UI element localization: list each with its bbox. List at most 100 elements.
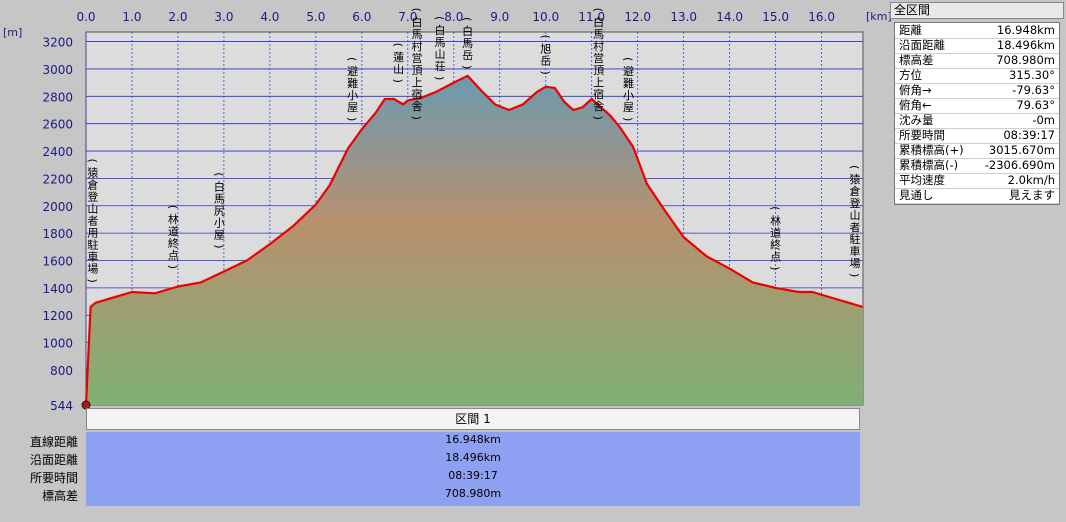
- waypoint-char: ): [461, 65, 474, 69]
- x-tick-label: 0.0: [76, 10, 95, 24]
- panel-row-value: -2306.690m: [984, 158, 1055, 172]
- panel-row: 平均速度 2.0km/h: [895, 173, 1059, 189]
- waypoint-char: 場: [850, 257, 861, 270]
- waypoint-char: 車: [87, 250, 98, 264]
- x-tick-label: 6.0: [352, 10, 371, 24]
- y-axis: 544 800 1000 1200 1400 1600 1800 2000 2200 2400 26…: [42, 36, 73, 413]
- waypoint-char: 荘: [435, 60, 446, 73]
- waypoint-char: 林: [770, 213, 781, 227]
- waypoint-char: 屋: [623, 101, 634, 114]
- waypoint-char: 倉: [87, 178, 98, 192]
- waypoint-char: 者: [87, 215, 98, 228]
- section-row-label: 沿面距離: [29, 453, 78, 467]
- y-tick-label: 3000: [42, 63, 73, 77]
- waypoint-char: 岳: [540, 55, 551, 68]
- panel-row: 俯角← 79.63°: [895, 98, 1059, 114]
- waypoint-char: 馬: [462, 37, 473, 50]
- y-tick-label: 1800: [42, 227, 73, 241]
- x-tick-label: 14.0: [716, 10, 743, 24]
- section-info-band: [86, 432, 860, 506]
- section-row-value: 18.496km: [445, 451, 501, 464]
- y-tick-label: 2200: [42, 172, 73, 186]
- waypoint-char: 営: [412, 51, 423, 65]
- waypoint-label: (蓮山): [392, 43, 405, 83]
- waypoint-char: 白: [593, 15, 604, 29]
- x-tick-label: 1.0: [122, 10, 141, 24]
- waypoint-char: 宿: [593, 87, 604, 101]
- waypoint-char: 用: [87, 227, 98, 240]
- waypoint-char: 駐: [87, 238, 98, 252]
- panel-row-value: -79.63°: [1012, 83, 1055, 97]
- waypoint-char: (: [622, 57, 635, 61]
- waypoint-char: 道: [770, 225, 781, 239]
- waypoint-char: 者: [850, 221, 861, 234]
- panel-row-label: 距離: [899, 23, 922, 37]
- waypoint-char: 山: [850, 209, 861, 222]
- section-row-value: 16.948km: [445, 433, 501, 446]
- waypoint-char: 避: [623, 64, 634, 78]
- panel-row-value: 79.63°: [1016, 98, 1055, 112]
- waypoint-char: 難: [623, 77, 634, 90]
- waypoint-char: 白: [412, 15, 423, 29]
- x-tick-label: 15.0: [762, 10, 789, 24]
- waypoint-char: 馬: [435, 36, 446, 49]
- elevation-area: [86, 75, 863, 406]
- waypoint-char: 猿: [87, 166, 98, 180]
- waypoint-labels: (猿倉登山者用駐車場)(林道終点)(白馬尻小屋)(避難小屋)(蓮山)(白馬村営頂…: [86, 8, 861, 283]
- waypoint-char: 屋: [347, 101, 358, 114]
- waypoint-char: 道: [168, 224, 179, 238]
- waypoint-char: ): [769, 266, 782, 270]
- waypoint-char: 林: [168, 212, 179, 226]
- panel-row-value: 708.980m: [996, 53, 1055, 67]
- waypoint-char: 終: [168, 236, 179, 250]
- waypoint-char: 尻: [214, 204, 225, 217]
- waypoint-char: 馬: [412, 28, 423, 41]
- panel-row: 見通し 見えます: [895, 188, 1059, 204]
- x-tick-label: 4.0: [260, 10, 279, 24]
- waypoint-char: ): [166, 265, 179, 269]
- waypoint-char: 避: [347, 64, 358, 78]
- waypoint-char: ): [592, 116, 605, 120]
- elevation-line: [84, 74, 864, 406]
- waypoint-char: 頂: [593, 64, 604, 77]
- waypoint-char: ): [86, 278, 99, 282]
- panel-row: 所要時間 08:39:17: [895, 128, 1059, 144]
- waypoint-char: 蓮: [393, 50, 404, 64]
- section-header[interactable]: 区間 1: [86, 408, 860, 430]
- waypoint-char: (: [410, 8, 423, 12]
- waypoint-char: (: [86, 158, 99, 162]
- waypoint-char: (: [592, 8, 605, 12]
- panel-row: 距離 16.948km: [895, 23, 1059, 39]
- y-tick-label: 2000: [42, 200, 73, 214]
- waypoint-char: (: [769, 206, 782, 210]
- y-tick-label: 3200: [42, 36, 73, 50]
- x-tick-label: 12.0: [624, 10, 651, 24]
- waypoint-char: 岳: [462, 49, 473, 62]
- waypoint-char: (: [392, 43, 405, 47]
- waypoint-char: 白: [462, 24, 473, 38]
- panel-row-value: 16.948km: [996, 23, 1055, 37]
- waypoint-char: 上: [593, 76, 604, 89]
- section-row-value: 708.980m: [444, 487, 502, 500]
- waypoint-char: 営: [593, 51, 604, 65]
- y-axis-unit: [m]: [3, 26, 23, 39]
- y-tick-label: 2800: [42, 90, 73, 104]
- waypoint-char: 上: [412, 76, 423, 89]
- x-tick-label: 13.0: [670, 10, 697, 24]
- waypoint-char: 点: [168, 249, 179, 262]
- waypoint-char: 舎: [412, 100, 423, 113]
- x-tick-label: 16.0: [808, 10, 835, 24]
- y-tick-label: 800: [50, 364, 73, 378]
- waypoint-label: (白馬岳): [461, 17, 474, 69]
- waypoint-char: 小: [214, 216, 225, 229]
- panel-row: 標高差 708.980m: [895, 53, 1059, 69]
- panel-row-label: 俯角←: [899, 98, 932, 112]
- y-tick-label: 1400: [42, 282, 73, 296]
- waypoint-char: 山: [87, 203, 98, 216]
